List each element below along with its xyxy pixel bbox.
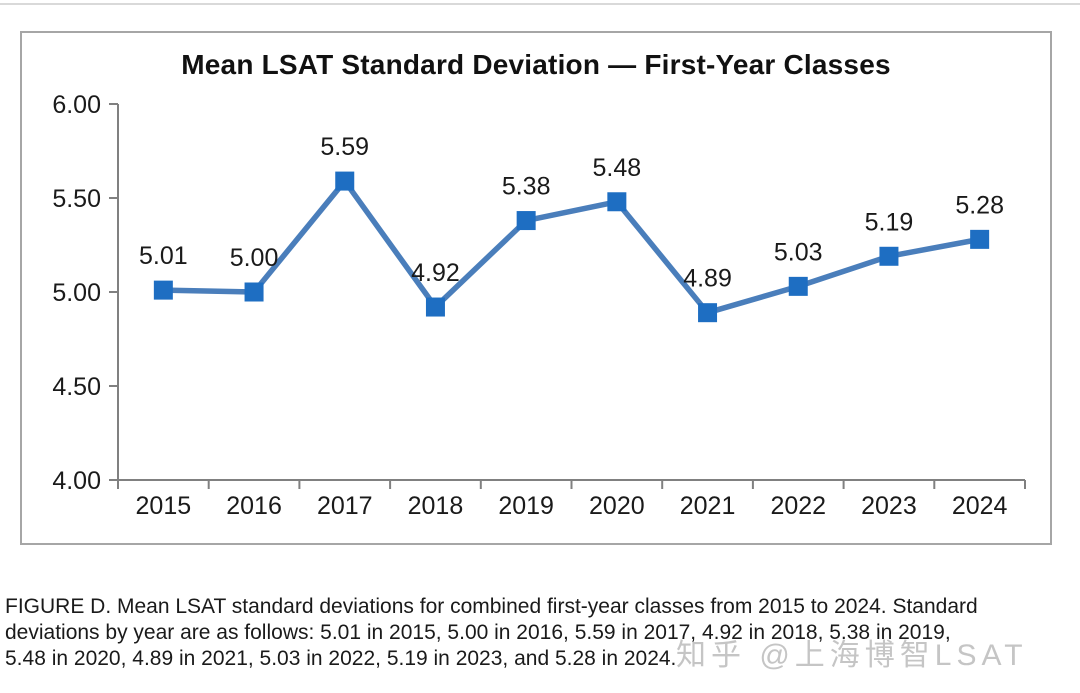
data-label: 5.00 bbox=[230, 244, 279, 272]
data-point-marker bbox=[879, 246, 899, 266]
caption-line-2: deviations by year are as follows: 5.01 … bbox=[5, 621, 951, 644]
x-tick-label: 2020 bbox=[589, 492, 645, 520]
top-divider bbox=[0, 3, 1080, 5]
data-label: 5.48 bbox=[593, 154, 642, 182]
series-line bbox=[160, 178, 983, 316]
data-point-marker bbox=[516, 211, 536, 231]
data-point-marker bbox=[970, 229, 990, 249]
x-tick-label: 2023 bbox=[861, 492, 917, 520]
data-label: 5.19 bbox=[865, 208, 914, 236]
data-label: 5.59 bbox=[320, 133, 369, 161]
chart-title: Mean LSAT Standard Deviation — First-Yea… bbox=[181, 49, 891, 80]
data-label: 5.38 bbox=[502, 173, 551, 201]
data-label: 5.01 bbox=[139, 242, 188, 270]
data-label: 4.92 bbox=[411, 259, 460, 287]
data-point-marker bbox=[698, 303, 718, 323]
y-tick-label: 4.50 bbox=[52, 373, 101, 401]
data-label: 5.03 bbox=[774, 238, 823, 266]
data-point-marker bbox=[244, 282, 264, 302]
figure-caption: FIGURE D. Mean LSAT standard deviations … bbox=[5, 594, 1075, 672]
caption-line-3: 5.48 in 2020, 4.89 in 2021, 5.03 in 2022… bbox=[5, 647, 677, 670]
x-tick-label: 2016 bbox=[226, 492, 282, 520]
x-tick-label: 2018 bbox=[408, 492, 464, 520]
data-point-marker bbox=[788, 276, 808, 296]
x-tick-label: 2019 bbox=[498, 492, 554, 520]
data-label: 4.89 bbox=[683, 265, 732, 293]
x-tick-label: 2022 bbox=[770, 492, 826, 520]
y-tick-label: 4.00 bbox=[52, 467, 101, 495]
data-label: 5.28 bbox=[955, 191, 1004, 219]
data-point-marker bbox=[335, 171, 355, 191]
caption-line-1: FIGURE D. Mean LSAT standard deviations … bbox=[5, 595, 978, 618]
line-chart: 4.00 4.50 5.00 5.50 6.00 2015 2016 2017 2018 2019… bbox=[52, 91, 1026, 520]
y-tick-label: 6.00 bbox=[52, 91, 101, 119]
y-tick-label: 5.00 bbox=[52, 279, 101, 307]
data-point-marker bbox=[425, 297, 445, 317]
x-tick-label: 2024 bbox=[952, 492, 1008, 520]
chart-container: 4.00 4.50 5.00 5.50 6.00 2015 2016 2017 2018 2019… bbox=[20, 31, 1052, 545]
data-point-marker bbox=[153, 280, 173, 300]
x-tick-label: 2015 bbox=[136, 492, 192, 520]
x-tick-label: 2017 bbox=[317, 492, 373, 520]
x-tick-label: 2021 bbox=[680, 492, 736, 520]
data-point-marker bbox=[607, 192, 627, 212]
y-tick-label: 5.50 bbox=[52, 185, 101, 213]
